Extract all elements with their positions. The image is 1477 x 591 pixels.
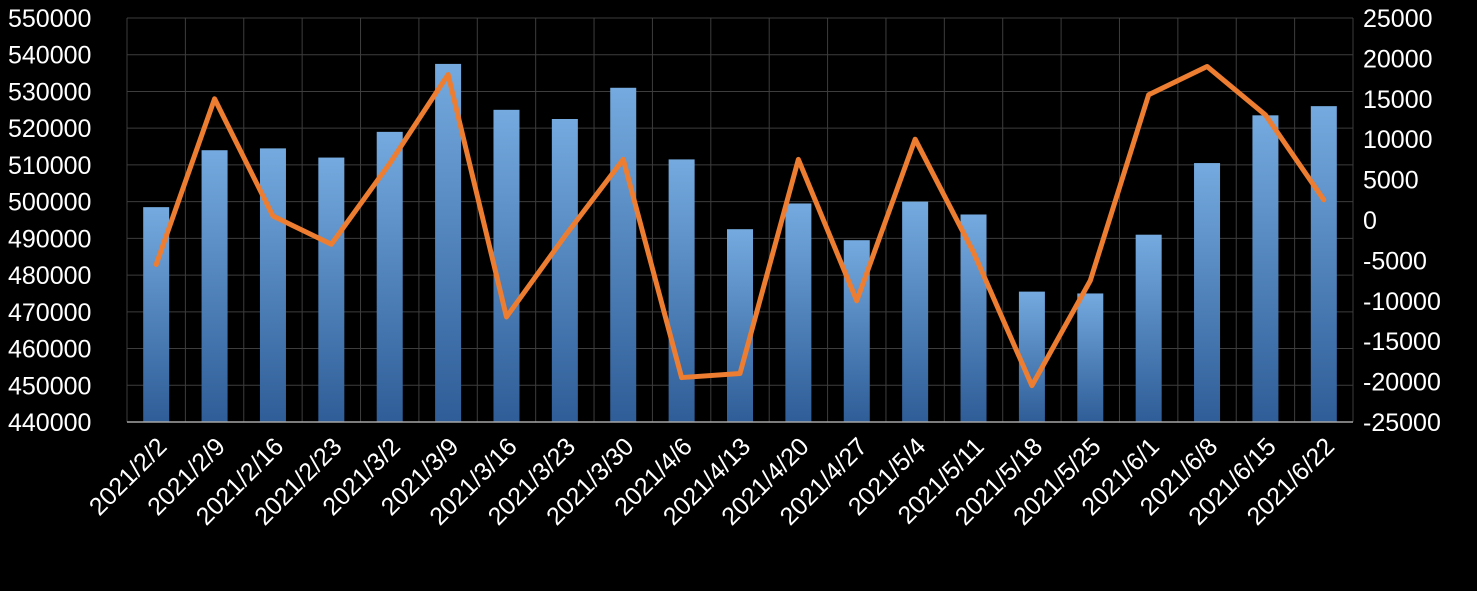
bar	[727, 229, 753, 422]
y2-tick-label: 20000	[1363, 45, 1433, 73]
y1-tick-label: 500000	[8, 189, 91, 217]
y-axis-left-labels: 550000 540000 530000 520000 510000 500000 4900…	[8, 5, 91, 437]
bar	[318, 157, 345, 422]
bar	[1310, 106, 1337, 423]
y2-tick-label: -20000	[1363, 369, 1441, 397]
y2-tick-label: -10000	[1363, 288, 1441, 316]
bar	[843, 240, 870, 422]
y1-tick-label: 540000	[8, 42, 91, 70]
bar	[902, 201, 929, 422]
y1-tick-label: 550000	[8, 5, 91, 33]
y2-tick-label: 25000	[1363, 5, 1433, 33]
bar	[1077, 293, 1104, 422]
bar	[785, 203, 812, 422]
y1-tick-label: 510000	[8, 152, 91, 180]
y1-tick-label: 480000	[8, 262, 91, 290]
bar-series	[143, 63, 1337, 423]
bar	[201, 150, 228, 422]
y2-tick-label: 5000	[1363, 167, 1419, 195]
y1-tick-label: 440000	[8, 409, 91, 437]
bar	[435, 63, 462, 423]
bar	[376, 131, 403, 422]
bar	[1135, 234, 1162, 422]
bar	[1018, 291, 1045, 422]
line-series	[153, 63, 1327, 389]
y2-tick-label: -5000	[1363, 247, 1427, 275]
bar	[551, 119, 578, 422]
y1-tick-label: 460000	[8, 336, 91, 364]
bar	[960, 214, 987, 422]
bar	[493, 109, 520, 423]
bar	[259, 148, 286, 422]
bar	[610, 87, 637, 423]
y2-tick-label: -25000	[1363, 409, 1441, 437]
bar	[1194, 163, 1221, 422]
y2-tick-label: -15000	[1363, 328, 1441, 356]
y1-tick-label: 450000	[8, 372, 91, 400]
y1-tick-label: 490000	[8, 225, 91, 253]
y2-tick-label: 15000	[1363, 86, 1433, 114]
y2-tick-label: 0	[1363, 207, 1377, 235]
y1-tick-label: 530000	[8, 78, 91, 106]
y1-tick-label: 470000	[8, 299, 91, 327]
y-axis-right-labels: 25000 20000 15000 10000 5000 0 -5000 -10000 -150…	[1363, 5, 1441, 437]
y1-tick-label: 520000	[8, 115, 91, 143]
y2-tick-label: 10000	[1363, 126, 1433, 154]
bar	[1252, 115, 1279, 422]
x-axis-labels: 2021/2/22021/2/92021/2/162021/2/232021/3…	[84, 432, 1340, 531]
bar	[668, 159, 695, 422]
